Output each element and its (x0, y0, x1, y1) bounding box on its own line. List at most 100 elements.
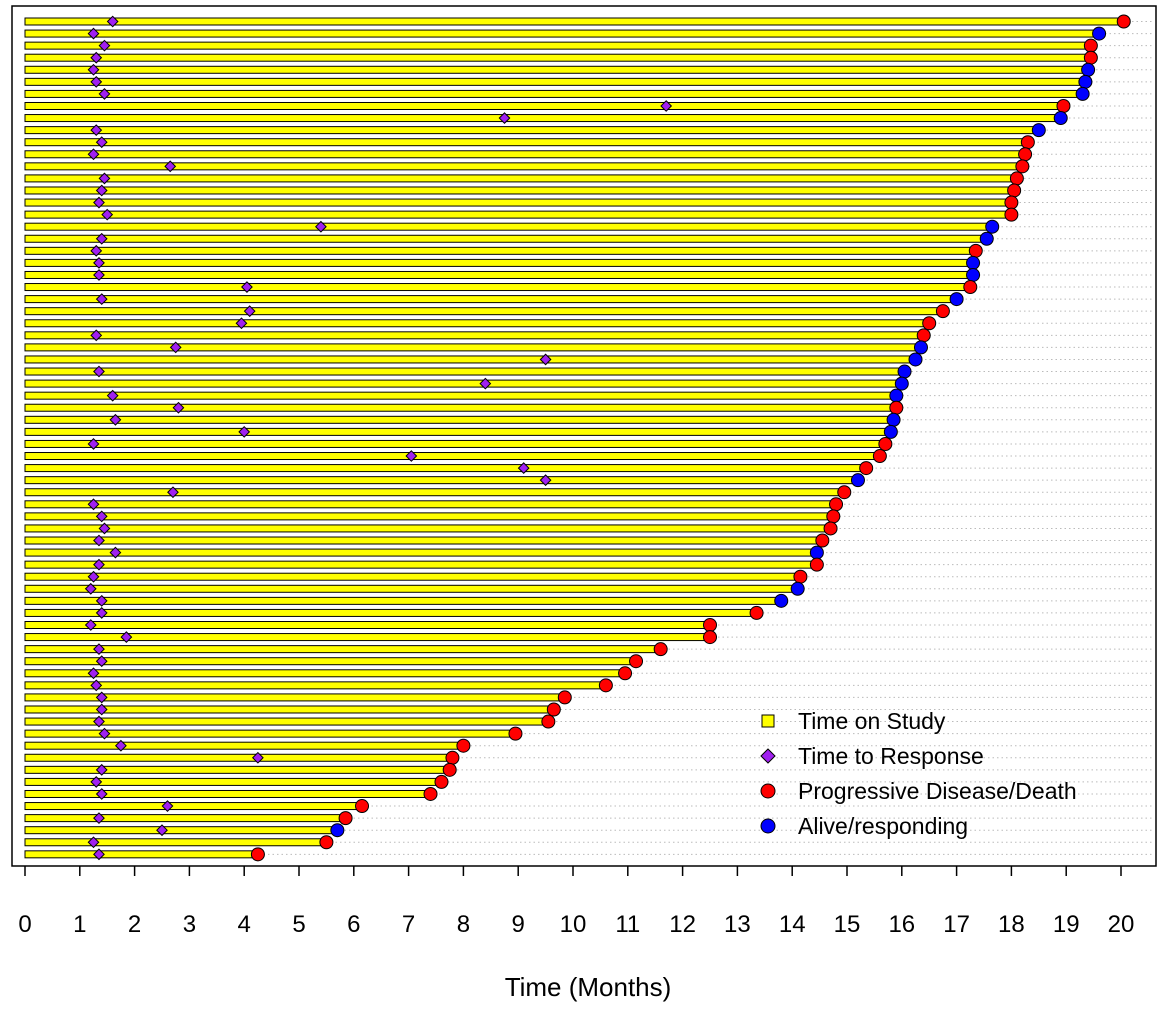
legend-label: Time to Response (798, 743, 984, 769)
progression-marker (546, 702, 561, 717)
progression-marker (793, 569, 808, 584)
alive-marker (886, 412, 901, 427)
subject-row (24, 449, 1154, 464)
time-on-study-bar (24, 584, 799, 593)
subject-row (24, 642, 1154, 657)
response-marker (95, 703, 108, 716)
time-on-study-bar (24, 500, 837, 509)
subject-row (24, 412, 1154, 427)
response-marker (101, 208, 114, 221)
time-on-study-bar (24, 452, 881, 461)
subject-row (24, 666, 1154, 681)
subject-row (24, 436, 1154, 451)
response-marker (169, 341, 182, 354)
progression-marker (889, 400, 904, 415)
time-on-study-bar (24, 608, 758, 617)
time-on-study-bar (24, 826, 338, 835)
time-on-study-bar (24, 65, 1089, 74)
time-on-study-bar (24, 319, 930, 328)
progression-marker (968, 243, 983, 258)
time-on-study-bar (24, 222, 993, 231)
time-on-study-bar (24, 367, 906, 376)
alive-marker (809, 545, 824, 560)
x-tick-label: 8 (457, 911, 470, 938)
time-on-study-bar (24, 343, 922, 352)
x-tick-label: 10 (560, 911, 587, 938)
subject-row (24, 654, 1154, 669)
x-tick-label: 1 (73, 911, 86, 938)
time-on-study-bar (24, 741, 464, 750)
time-on-study-bar (24, 270, 974, 279)
alive-marker (889, 388, 904, 403)
legend-marker-circle (760, 818, 776, 834)
alive-marker (966, 255, 981, 270)
progression-marker (557, 690, 572, 705)
response-marker (109, 546, 122, 559)
response-marker (95, 184, 108, 197)
time-on-study-bar (24, 307, 944, 316)
response-marker (539, 474, 552, 487)
progression-marker (1056, 98, 1071, 113)
response-marker (109, 413, 122, 426)
time-on-study-bar (24, 391, 897, 400)
response-marker (90, 776, 103, 788)
legend-label: Time on Study (798, 708, 946, 734)
progression-marker (1083, 38, 1098, 53)
subject-row (24, 726, 1154, 741)
x-tick-label: 2 (128, 911, 141, 938)
subject-row (24, 388, 1154, 403)
subject-row (24, 38, 1154, 53)
progression-marker (916, 328, 931, 343)
response-marker (87, 148, 100, 161)
subject-row (24, 304, 1154, 319)
subject-row (24, 111, 1154, 126)
time-on-study-bar (24, 379, 903, 388)
time-on-study-bar (24, 331, 925, 340)
time-on-study-bar (24, 777, 442, 786)
progression-marker (872, 449, 887, 464)
response-marker (98, 88, 111, 100)
response-marker (95, 691, 108, 704)
response-marker (98, 39, 111, 52)
subject-row (24, 605, 1154, 620)
response-marker (93, 715, 105, 728)
response-marker (315, 220, 327, 233)
subject-row (24, 786, 1154, 801)
subject-row (24, 219, 1154, 234)
subject-row (24, 690, 1154, 705)
response-marker (95, 232, 108, 245)
progression-marker (629, 654, 644, 669)
response-marker (479, 377, 492, 390)
response-marker (660, 100, 673, 112)
legend: Time on Study Time to Response Progressive… (760, 708, 1077, 839)
progression-marker (815, 533, 830, 548)
time-on-study-bar (24, 114, 1062, 123)
x-tick-label: 3 (183, 911, 196, 938)
time-on-study-bar (24, 536, 823, 545)
time-on-study-bar (24, 560, 818, 569)
time-on-study-bar (24, 258, 974, 267)
response-marker (93, 812, 105, 825)
time-on-study-bar (24, 415, 895, 424)
alive-marker (883, 424, 898, 439)
subject-row (24, 811, 1154, 826)
subject-row (24, 799, 1154, 814)
progression-marker (935, 304, 950, 319)
response-marker (120, 631, 133, 643)
subject-row (24, 376, 1154, 391)
subject-row (24, 593, 1154, 608)
progression-marker (837, 485, 852, 500)
time-on-study-bar (24, 681, 607, 690)
time-on-study-bar (24, 246, 977, 255)
time-on-study-bar (24, 657, 637, 666)
alive-marker (894, 376, 909, 391)
progression-marker (598, 678, 613, 693)
time-on-study-bar (24, 439, 886, 448)
x-tick-label: 7 (402, 911, 415, 938)
time-on-study-bar (24, 838, 327, 847)
response-marker (95, 607, 108, 619)
progression-marker (1116, 14, 1131, 29)
legend-marker-circle (760, 783, 776, 799)
alive-marker (1078, 74, 1093, 89)
x-tick-label: 17 (943, 911, 970, 938)
